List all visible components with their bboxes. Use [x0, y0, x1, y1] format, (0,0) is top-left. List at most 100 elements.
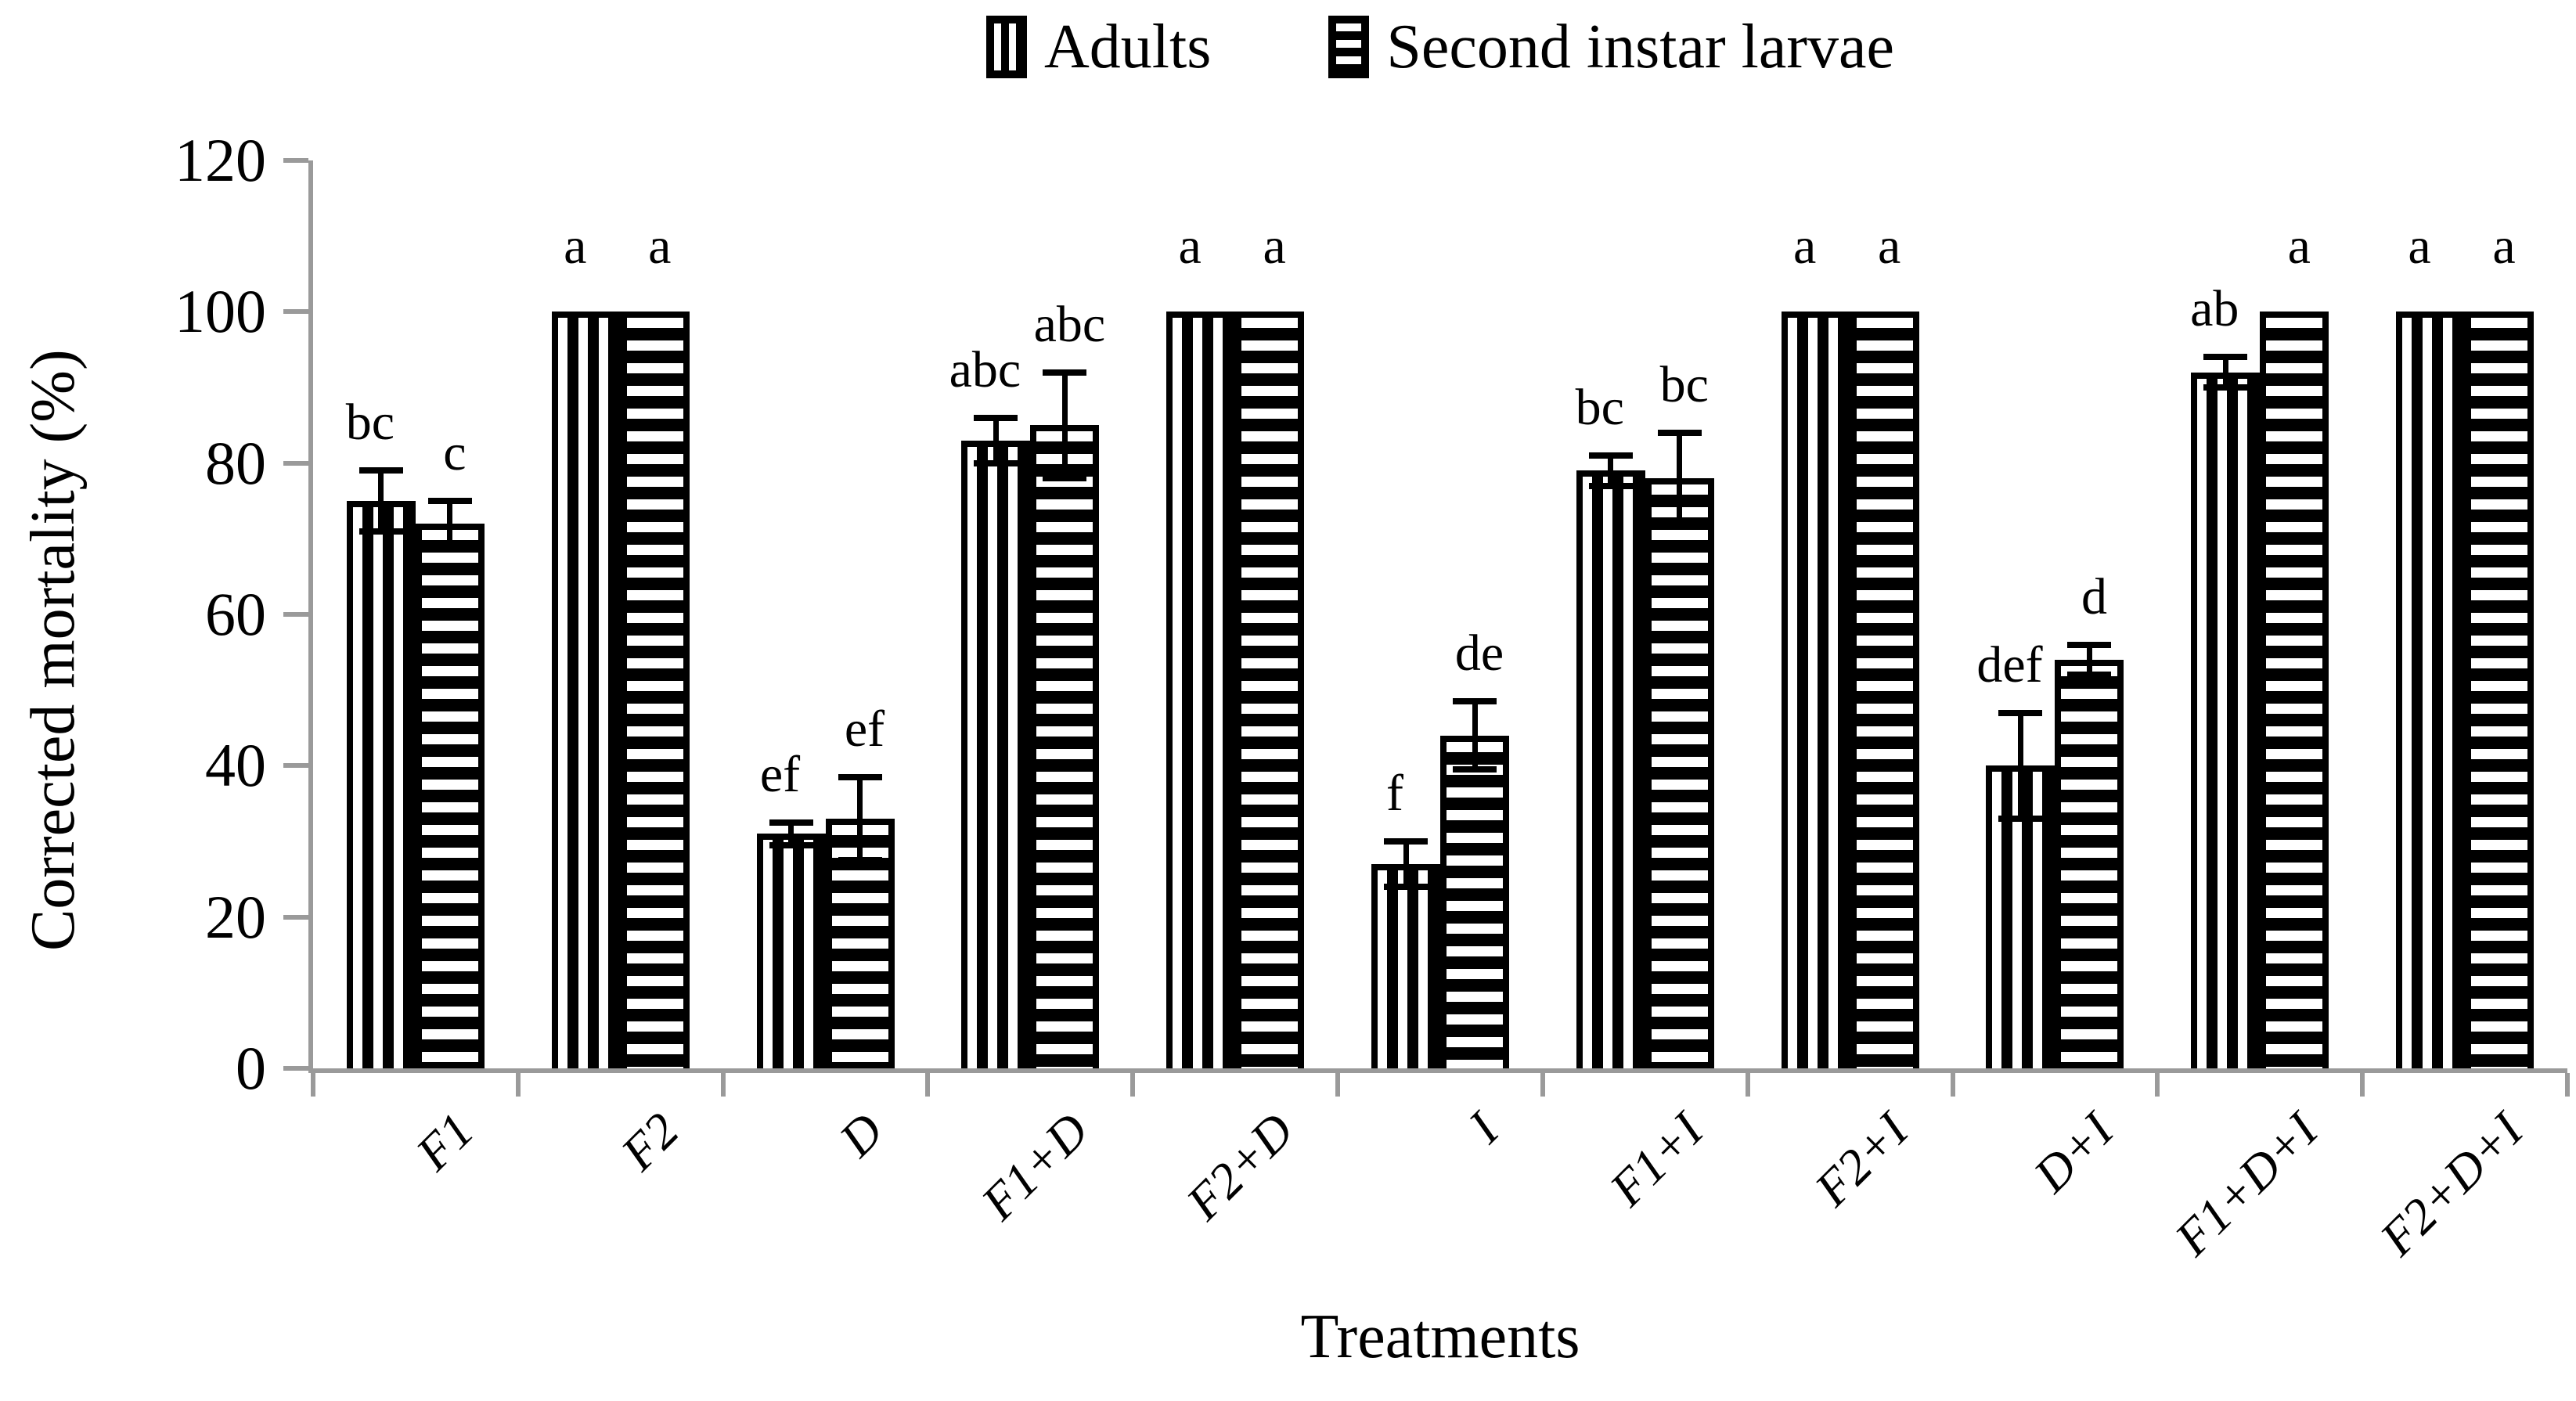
error-bar-stem — [788, 822, 794, 845]
larvae-bar-F2+D+I — [2465, 312, 2535, 1068]
y-axis-tick-label: 120 — [175, 126, 266, 194]
x-axis-tick — [2155, 1073, 2160, 1097]
x-axis-tick — [2360, 1073, 2365, 1097]
significance-letter-larvae-F1+D: abc — [1033, 295, 1106, 353]
x-category-label-F1+D: F1+D — [971, 1102, 1099, 1230]
larvae-bar-F1 — [415, 524, 485, 1068]
legend-entry-adults: Adults — [986, 16, 1211, 78]
significance-letter-larvae-D: ef — [844, 700, 885, 758]
significance-letter-larvae-F2+D: a — [1263, 218, 1286, 276]
error-bar-cap-bottom — [427, 543, 472, 549]
y-axis-tick-label: 40 — [205, 731, 266, 800]
error-bar-stem — [993, 417, 999, 463]
significance-letter-adults-F1+D: abc — [949, 340, 1021, 398]
x-axis-tick — [1540, 1073, 1545, 1097]
significance-letter-adults-F1: bc — [345, 394, 395, 452]
error-bar-stem — [1061, 372, 1068, 478]
error-bar-cap-top — [1453, 698, 1497, 705]
larvae-bar-F1+D — [1030, 425, 1100, 1068]
adults-bar-F2+D+I — [2396, 312, 2466, 1068]
x-axis-tick — [1950, 1073, 1955, 1097]
y-axis-tick — [283, 612, 308, 617]
x-axis-tick — [515, 1073, 521, 1097]
x-category-label-F1+I: F1+I — [1599, 1102, 1714, 1217]
adults-bar-F2+I — [1781, 312, 1850, 1068]
larvae-horizontal-stripes-swatch-icon — [1328, 16, 1370, 78]
significance-letter-larvae-F1+I: bc — [1659, 356, 1709, 413]
error-bar-cap-top — [974, 414, 1018, 421]
legend-label-larvae: Second instar larvae — [1386, 13, 1894, 81]
x-axis-line — [308, 1068, 2567, 1073]
y-axis-tick — [283, 460, 308, 466]
larvae-bar-D+I — [2055, 660, 2124, 1068]
larvae-bar-F2 — [620, 312, 690, 1068]
y-axis-line — [308, 160, 313, 1073]
adults-bar-F1+D — [961, 440, 1031, 1068]
error-bar-stem — [378, 470, 384, 531]
y-axis-tick — [283, 914, 308, 920]
error-bar-stem — [447, 501, 453, 546]
x-category-label-I: I — [1457, 1102, 1509, 1154]
x-category-label-F1: F1 — [405, 1102, 485, 1181]
adults-bar-F1+D+I — [2191, 372, 2261, 1068]
y-axis-tick-label: 100 — [175, 277, 266, 346]
error-bar-cap-top — [769, 819, 813, 826]
x-category-label-D+I: D+I — [2023, 1102, 2124, 1203]
significance-letter-larvae-I: de — [1454, 625, 1504, 682]
significance-letter-adults-F1+I: bc — [1575, 379, 1624, 436]
error-bar-cap-bottom — [838, 857, 882, 864]
error-bar-cap-top — [1998, 709, 2043, 716]
error-bar-cap-top — [1657, 430, 1702, 436]
significance-letter-adults-F2: a — [564, 218, 587, 276]
y-axis-tick-label: 20 — [205, 882, 266, 951]
error-bar-cap-top — [2203, 354, 2248, 361]
larvae-bar-I — [1440, 735, 1509, 1068]
error-bar-cap-bottom — [1043, 475, 1087, 481]
adults-bar-I — [1371, 864, 1440, 1068]
y-axis-tick — [283, 309, 308, 315]
x-category-label-F1+D+I: F1+D+I — [2164, 1102, 2329, 1266]
significance-letter-larvae-D+I: d — [2081, 567, 2107, 625]
x-axis-tick — [1335, 1073, 1341, 1097]
error-bar-cap-bottom — [1998, 816, 2043, 822]
error-bar-cap-bottom — [769, 841, 813, 848]
x-axis-tick — [311, 1073, 315, 1097]
adults-bar-F1+I — [1576, 470, 1645, 1068]
adults-bar-F2 — [551, 312, 621, 1068]
significance-letter-larvae-F2+I: a — [1877, 218, 1901, 276]
significance-letter-larvae-F1+D+I: a — [2287, 218, 2311, 276]
error-bar-cap-bottom — [1588, 482, 1633, 489]
x-category-label-F2+D: F2+D — [1175, 1102, 1304, 1230]
error-bar-cap-top — [358, 467, 403, 474]
x-axis-tick — [1130, 1073, 1136, 1097]
error-bar-stem — [2017, 712, 2023, 819]
larvae-bar-F2+I — [1850, 312, 1919, 1068]
larvae-bar-F1+I — [1645, 478, 1714, 1068]
legend-label-adults: Adults — [1044, 13, 1212, 81]
significance-letter-adults-F1+D+I: ab — [2190, 280, 2239, 338]
y-axis-tick — [283, 1066, 308, 1071]
adults-bar-F1 — [346, 501, 416, 1068]
error-bar-stem — [2222, 357, 2228, 387]
significance-letter-larvae-F1: c — [443, 424, 467, 481]
error-bar-cap-top — [1384, 838, 1428, 845]
significance-letter-adults-F2+I: a — [1792, 218, 1817, 276]
x-axis-tick — [925, 1073, 931, 1097]
significance-letter-adults-F2+D: a — [1178, 218, 1202, 276]
error-bar-stem — [857, 776, 863, 861]
significance-letter-adults-D: ef — [759, 745, 801, 803]
y-axis-tick — [283, 158, 308, 163]
y-axis-tick-label: 80 — [205, 428, 266, 497]
error-bar-stem — [1608, 456, 1614, 486]
adults-bar-D — [756, 834, 826, 1068]
error-bar-stem — [2086, 644, 2092, 675]
y-axis-tick-label: 60 — [205, 580, 266, 648]
x-category-label-F2: F2 — [610, 1102, 690, 1181]
x-category-label-F2+D+I: F2+D+I — [2369, 1102, 2534, 1266]
error-bar-cap-bottom — [1384, 884, 1428, 890]
significance-letter-adults-I: f — [1386, 765, 1403, 822]
y-axis-title: Corrected mortality (%) — [19, 349, 88, 951]
error-bar-cap-bottom — [2203, 384, 2248, 391]
